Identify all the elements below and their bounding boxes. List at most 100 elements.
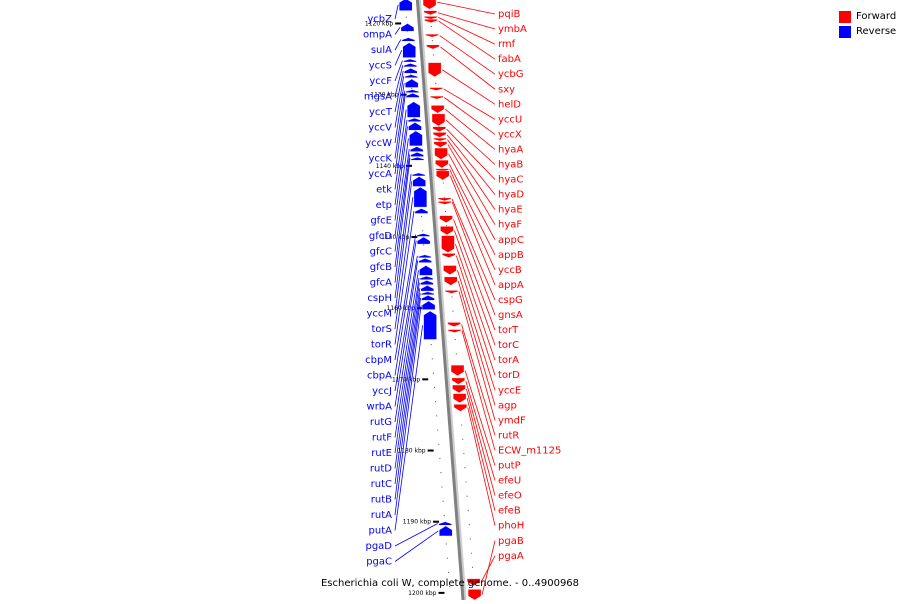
gene-connector [394, 149, 410, 252]
gene-label: gnsA [498, 310, 523, 321]
legend-swatch-reverse [839, 25, 851, 38]
gene-connector [446, 134, 496, 195]
gene-gnsA [438, 201, 452, 205]
gene-yccT [404, 68, 418, 74]
gene-ycbZ [399, 0, 413, 11]
gene-connector [457, 269, 496, 391]
gene-label: efeO [498, 491, 522, 502]
gene-connector [445, 119, 496, 165]
gene-connector [457, 281, 496, 406]
gene-pgaA [466, 578, 481, 586]
gene-connector [394, 60, 403, 82]
gene-phoH [453, 404, 468, 412]
gene-connector [394, 65, 404, 97]
gene-connector [394, 282, 420, 454]
gene-label: torR [371, 340, 392, 351]
gene-label: yccJ [372, 386, 392, 397]
gene-label: rutF [372, 433, 392, 444]
gene-connector [394, 197, 414, 330]
minor-dot [443, 514, 445, 517]
gene-connector [466, 388, 496, 496]
gene-torS [413, 186, 428, 208]
minor-dot [430, 25, 432, 28]
minor-dot [445, 543, 447, 545]
gene-yccE [443, 265, 457, 275]
gene-yccW [405, 78, 419, 88]
minor-dot [455, 353, 457, 355]
gene-connector [439, 35, 496, 75]
gene-gfcB [410, 152, 424, 157]
map-caption: Escherichia coli W, complete genome. - 0… [320, 578, 580, 589]
gene-yccS [402, 42, 416, 58]
gene-label: yccE [498, 385, 521, 396]
gene-label: ycbG [498, 69, 524, 80]
gene-label: cspH [367, 293, 392, 304]
gene-connector [394, 154, 411, 268]
gene-connector [455, 243, 496, 361]
gene-ECW_m1125 [447, 329, 462, 333]
gene-pqiB [422, 0, 437, 10]
backbone-shadow [417, 0, 467, 601]
gene-label: etk [376, 185, 392, 196]
gene-fabA [424, 19, 438, 23]
gene-gfcA [410, 157, 425, 161]
gene-label: yccF [369, 76, 392, 87]
gene-label: efeU [498, 476, 521, 487]
gene-label: rutA [371, 510, 392, 521]
gene-connector [455, 255, 496, 376]
gene-yccX [430, 95, 444, 100]
minor-dot [435, 82, 437, 85]
gene-connector [394, 260, 419, 407]
gene-label: yccU [498, 114, 522, 125]
gene-yccU [429, 87, 443, 91]
minor-dot [466, 495, 468, 497]
tick-label: 1170 kbp [392, 376, 420, 383]
tick-label: 1160 kbp [387, 305, 415, 312]
gene-yccJ [418, 254, 432, 258]
gene-rutB [421, 295, 435, 301]
gene-label: rutR [498, 430, 519, 441]
gene-torC [440, 226, 454, 236]
gene-connector [453, 219, 496, 331]
gene-label: rutC [371, 479, 392, 490]
gene-label: appB [498, 250, 524, 261]
gene-putA [423, 310, 437, 340]
gene-label: hyaA [498, 144, 523, 155]
gene-cbpM [416, 233, 430, 237]
gene-torA [441, 235, 455, 253]
gene-connector [394, 305, 422, 516]
gene-label: pgaD [365, 541, 392, 552]
gene-label: ECW_m1125 [498, 445, 561, 456]
minor-dot [421, 230, 424, 232]
gene-label: yccK [369, 154, 393, 165]
gene-label: rutE [371, 448, 392, 459]
gene-label: ompA [363, 30, 392, 41]
gene-yccA [405, 93, 420, 98]
gene-connector [394, 83, 405, 144]
gene-label: rutB [371, 495, 392, 506]
gene-label: torD [498, 370, 520, 381]
minor-dot [471, 566, 474, 569]
gene-connector [394, 288, 421, 469]
tick-label: 1150 kbp [381, 234, 409, 241]
minor-dot [431, 358, 433, 360]
gene-efeU [451, 377, 466, 385]
gene-efeB [452, 393, 467, 404]
gene-label: pgaA [498, 551, 524, 562]
gene-connector [394, 181, 413, 314]
gene-label: yccV [368, 123, 392, 134]
gene-label: sxy [498, 84, 515, 95]
minor-dot [420, 215, 423, 218]
gene-connector [461, 330, 496, 451]
gene-rutA [421, 300, 436, 310]
gene-label: ymbA [498, 24, 527, 35]
minor-dot [470, 552, 473, 554]
gene-connector [394, 4, 399, 20]
minor-dot [432, 54, 435, 56]
minor-dot [454, 339, 456, 341]
gene-hyaC [432, 126, 446, 132]
gene-rutE [420, 280, 434, 285]
gene-connector [461, 324, 496, 436]
gene-connector [454, 230, 496, 346]
